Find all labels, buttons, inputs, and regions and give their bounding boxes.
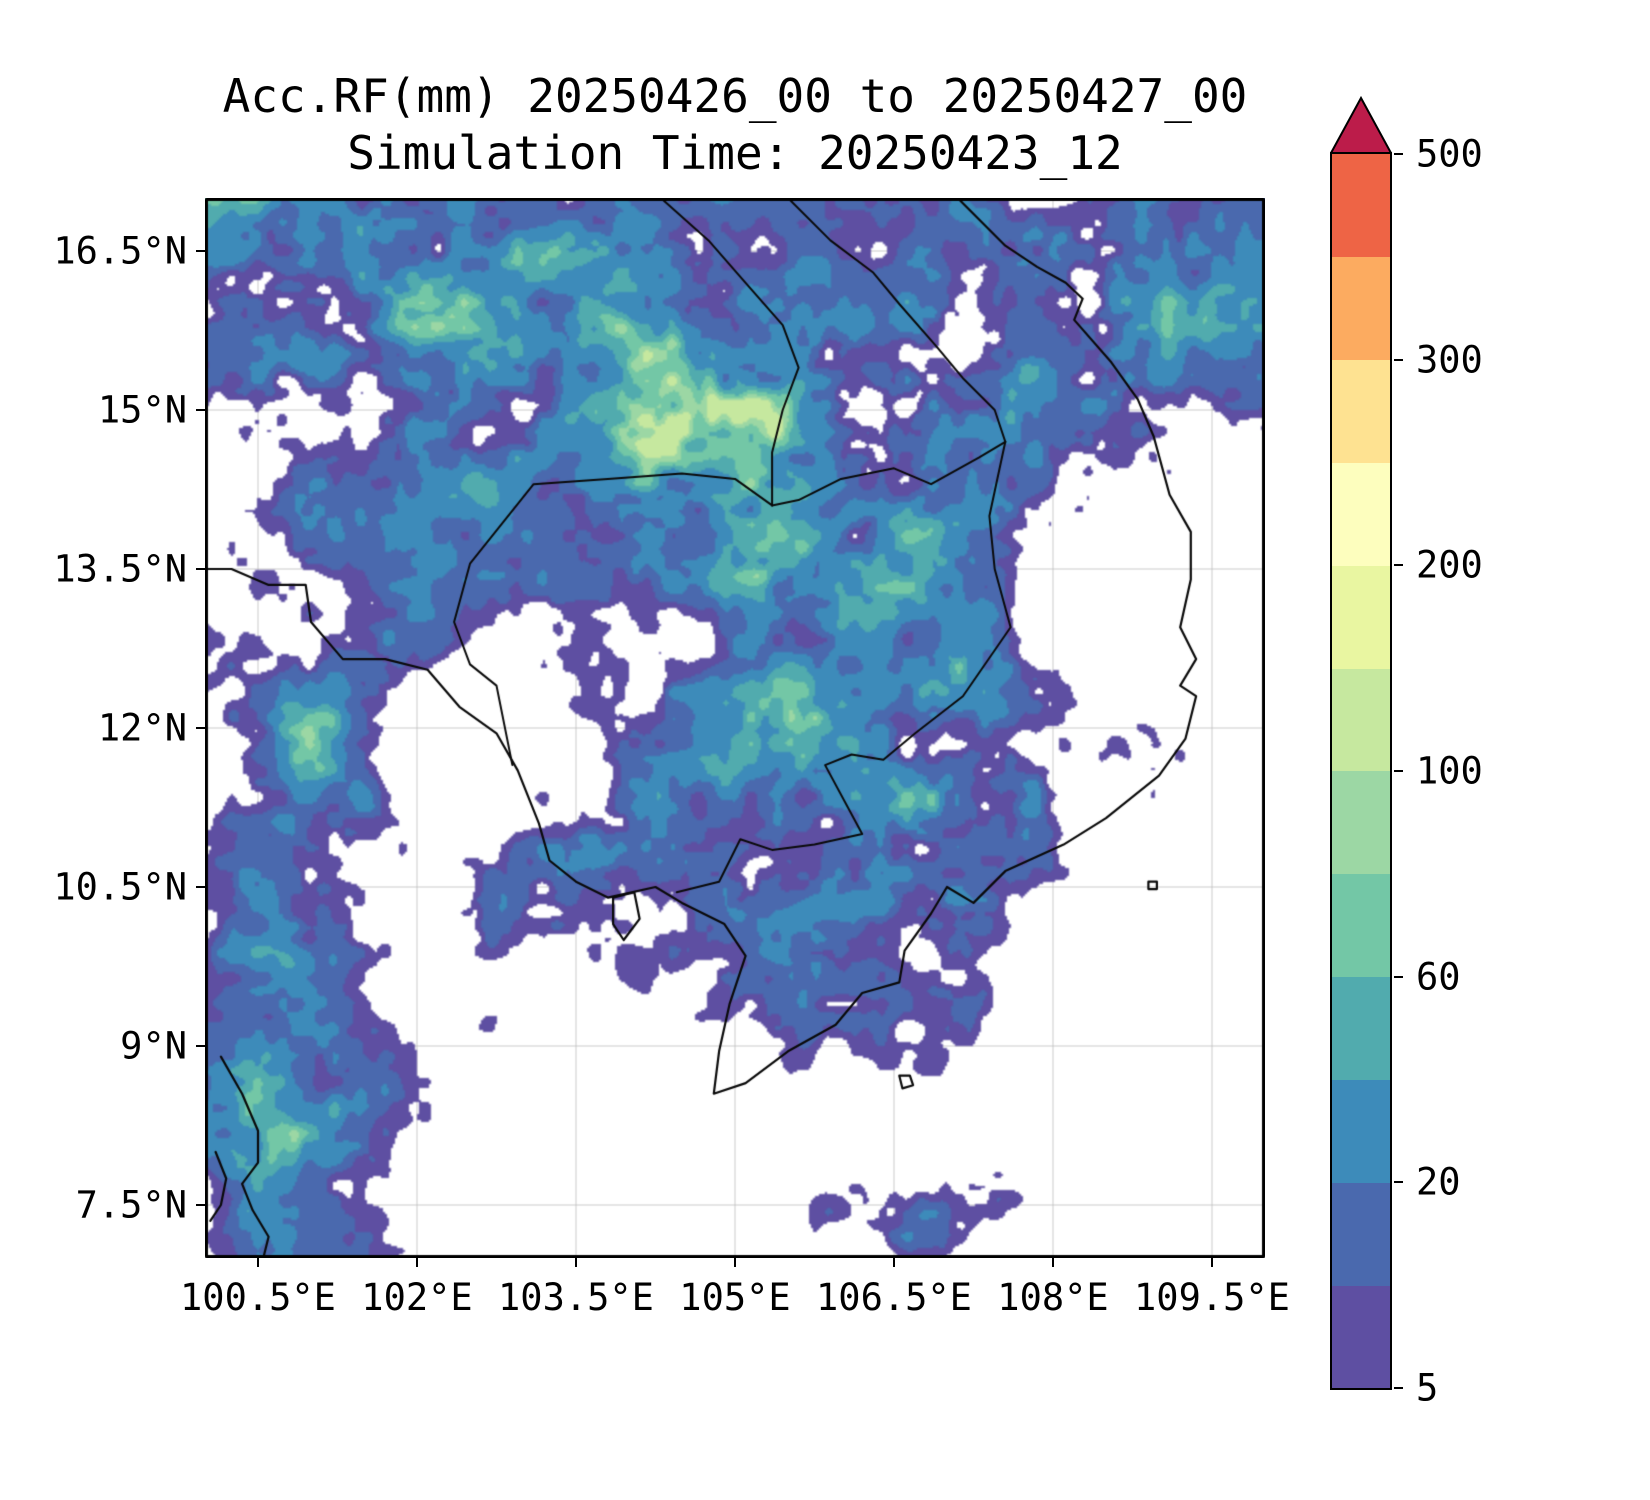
colorbar-segment — [1332, 668, 1390, 772]
colorbar-tick-mark — [1394, 358, 1403, 361]
y-tick-label: 15°N — [97, 388, 187, 432]
colorbar-segment — [1332, 1285, 1390, 1389]
y-tick-mark — [196, 250, 205, 252]
colorbar-tick-label: 20 — [1416, 1160, 1461, 1204]
x-tick-mark — [575, 1258, 577, 1267]
colorbar-tick-mark — [1394, 1387, 1403, 1389]
y-tick-label: 16.5°N — [53, 229, 187, 273]
y-tick-label: 10.5°N — [53, 865, 187, 909]
x-tick-mark — [1052, 1258, 1054, 1267]
colorbar-segment — [1332, 565, 1390, 669]
y-tick-label: 12°N — [97, 706, 187, 750]
colorbar-tick-label: 100 — [1416, 749, 1483, 793]
y-tick-label: 7.5°N — [75, 1183, 187, 1227]
x-tick-mark — [257, 1258, 259, 1267]
colorbar-segment — [1332, 873, 1390, 978]
x-tick-label: 105°E — [679, 1276, 791, 1319]
colorbar-tick-mark — [1394, 1181, 1403, 1184]
colorbar-segment — [1332, 771, 1390, 875]
colorbar: 5 20 60 100 200 300 500 — [1330, 95, 1483, 1410]
colorbar-tick-mark — [1394, 770, 1403, 772]
y-tick-mark — [196, 409, 205, 411]
x-tick-mark — [734, 1258, 736, 1267]
colorbar-tick-label: 500 — [1416, 132, 1483, 176]
x-tick-label: 109.5°E — [1134, 1276, 1290, 1319]
colorbar-tick-mark — [1394, 975, 1403, 978]
colorbar-segment — [1332, 256, 1390, 361]
colorbar-segment — [1332, 462, 1390, 566]
colorbar-tick-mark — [1394, 564, 1403, 567]
colorbar-segments — [1330, 152, 1392, 1390]
x-tick-label: 100.5°E — [180, 1276, 336, 1319]
x-tick-label: 108°E — [997, 1276, 1109, 1319]
colorbar-segment — [1332, 359, 1390, 463]
map-axes: 100.5°E 102°E 103.5°E 105°E 106.5°E 108°E 109.… — [53, 198, 1290, 1319]
x-tick-mark — [416, 1258, 418, 1267]
colorbar-segment — [1332, 1182, 1390, 1286]
title-line-2: Simulation Time: 20250423_12 — [347, 126, 1123, 180]
colorbar-tick-label: 300 — [1416, 338, 1483, 382]
y-tick-mark — [196, 568, 205, 570]
x-tick-label: 106.5°E — [816, 1276, 972, 1319]
colorbar-tick-label: 5 — [1416, 1366, 1439, 1410]
y-tick-mark — [196, 1045, 205, 1047]
y-tick-mark — [196, 886, 205, 888]
x-tick-mark — [1211, 1258, 1213, 1267]
colorbar-tick-label: 200 — [1416, 543, 1483, 587]
rainfall-map-canvas — [205, 198, 1265, 1258]
colorbar-segment — [1332, 1079, 1390, 1183]
y-tick-label: 13.5°N — [53, 547, 187, 591]
colorbar-tick-label: 60 — [1416, 955, 1461, 999]
colorbar-segment — [1332, 976, 1390, 1080]
title-line-1: Acc.RF(mm) 20250426_00 to 20250427_00 — [222, 69, 1248, 123]
y-tick-mark — [196, 727, 205, 729]
x-tick-mark — [893, 1258, 895, 1267]
x-tick-label: 102°E — [361, 1276, 473, 1319]
x-tick-label: 103.5°E — [498, 1276, 654, 1319]
y-tick-label: 9°N — [120, 1024, 187, 1068]
figure-title: Acc.RF(mm) 20250426_00 to 20250427_00 Si… — [205, 68, 1265, 182]
colorbar-extend-triangle — [1330, 95, 1392, 154]
colorbar-tick-mark — [1394, 153, 1403, 155]
colorbar-segment — [1332, 154, 1390, 258]
y-tick-mark — [196, 1204, 205, 1206]
